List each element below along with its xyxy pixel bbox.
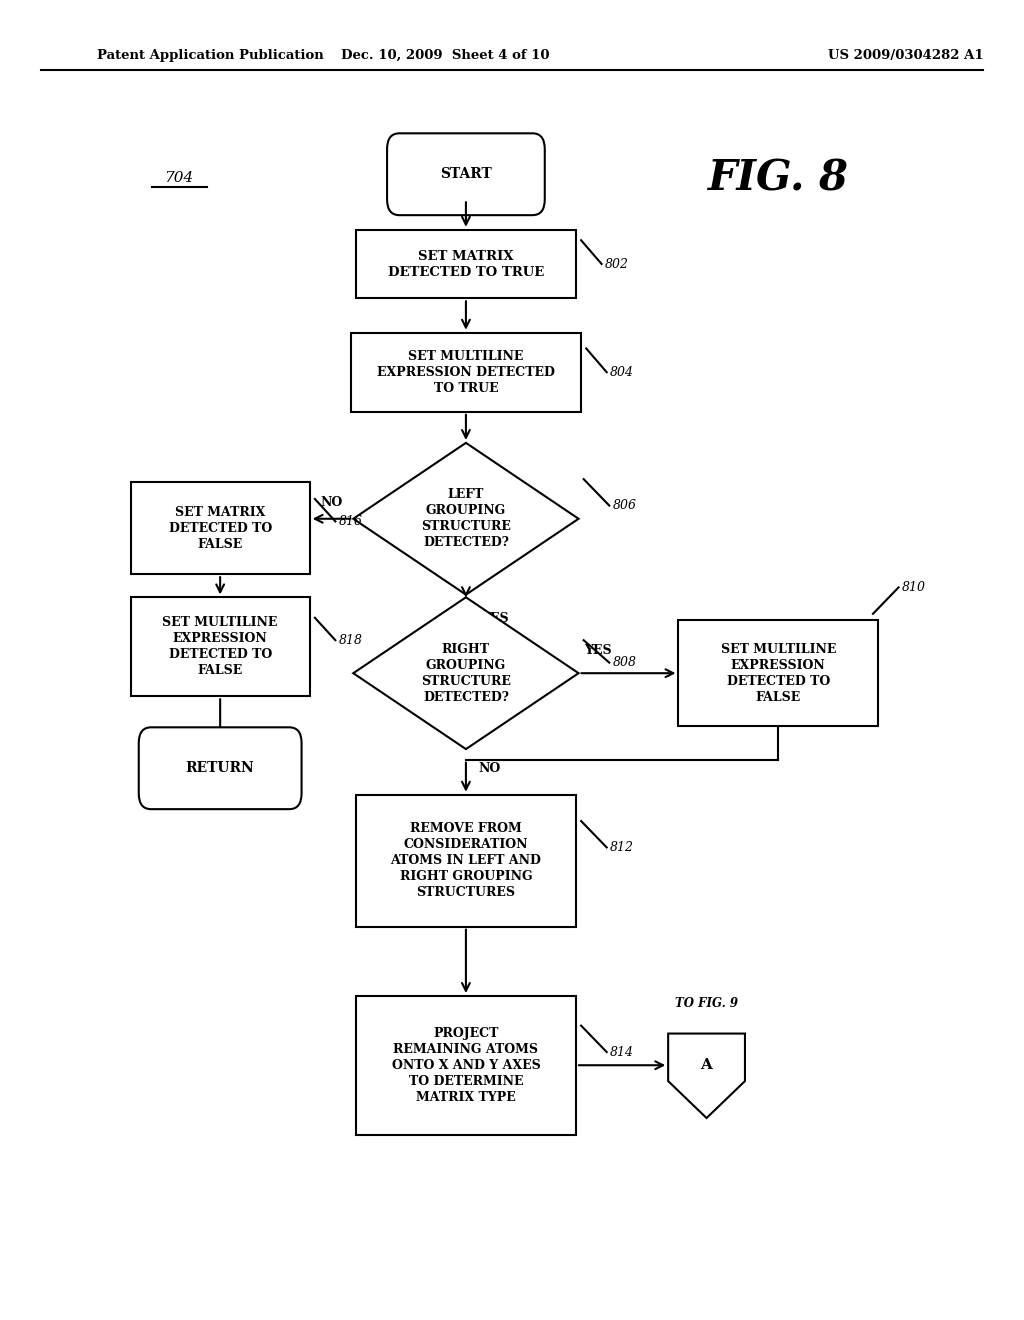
Text: US 2009/0304282 A1: US 2009/0304282 A1 xyxy=(828,49,984,62)
Polygon shape xyxy=(353,444,579,594)
Text: START: START xyxy=(440,168,492,181)
Bar xyxy=(131,482,309,574)
Bar xyxy=(350,333,582,412)
Text: SET MULTILINE
EXPRESSION
DETECTED TO
FALSE: SET MULTILINE EXPRESSION DETECTED TO FAL… xyxy=(721,643,836,704)
Text: LEFT
GROUPING
STRUCTURE
DETECTED?: LEFT GROUPING STRUCTURE DETECTED? xyxy=(421,488,511,549)
Text: RETURN: RETURN xyxy=(185,762,255,775)
Bar xyxy=(356,997,575,1134)
Text: 812: 812 xyxy=(610,841,634,854)
Text: 804: 804 xyxy=(610,366,634,379)
Text: SET MULTILINE
EXPRESSION
DETECTED TO
FALSE: SET MULTILINE EXPRESSION DETECTED TO FAL… xyxy=(163,616,278,677)
FancyBboxPatch shape xyxy=(387,133,545,215)
Text: YES: YES xyxy=(481,612,509,624)
Bar xyxy=(356,795,575,927)
Text: PROJECT
REMAINING ATOMS
ONTO X AND Y AXES
TO DETERMINE
MATRIX TYPE: PROJECT REMAINING ATOMS ONTO X AND Y AXE… xyxy=(391,1027,541,1104)
Bar xyxy=(131,597,309,697)
Text: Dec. 10, 2009  Sheet 4 of 10: Dec. 10, 2009 Sheet 4 of 10 xyxy=(341,49,550,62)
Text: FIG. 8: FIG. 8 xyxy=(708,157,849,199)
Text: SET MATRIX
DETECTED TO
FALSE: SET MATRIX DETECTED TO FALSE xyxy=(169,506,271,550)
Polygon shape xyxy=(353,597,579,750)
FancyBboxPatch shape xyxy=(138,727,301,809)
Text: NO: NO xyxy=(321,496,343,510)
Text: Patent Application Publication: Patent Application Publication xyxy=(97,49,324,62)
Bar xyxy=(678,620,878,726)
Text: 806: 806 xyxy=(612,499,636,512)
Text: 808: 808 xyxy=(612,656,636,669)
Text: 816: 816 xyxy=(338,515,362,528)
Text: SET MATRIX
DETECTED TO TRUE: SET MATRIX DETECTED TO TRUE xyxy=(388,249,544,279)
Text: 802: 802 xyxy=(604,257,629,271)
Text: RIGHT
GROUPING
STRUCTURE
DETECTED?: RIGHT GROUPING STRUCTURE DETECTED? xyxy=(421,643,511,704)
Text: NO: NO xyxy=(478,763,501,775)
Polygon shape xyxy=(668,1034,744,1118)
Text: 814: 814 xyxy=(610,1045,634,1059)
Text: TO FIG. 9: TO FIG. 9 xyxy=(675,997,738,1010)
Text: YES: YES xyxy=(584,644,611,657)
Text: 810: 810 xyxy=(902,581,926,594)
Text: 704: 704 xyxy=(165,172,194,185)
Text: SET MULTILINE
EXPRESSION DETECTED
TO TRUE: SET MULTILINE EXPRESSION DETECTED TO TRU… xyxy=(377,350,555,395)
Text: 818: 818 xyxy=(338,634,362,647)
Bar xyxy=(356,230,575,298)
Text: A: A xyxy=(700,1059,713,1072)
Text: REMOVE FROM
CONSIDERATION
ATOMS IN LEFT AND
RIGHT GROUPING
STRUCTURES: REMOVE FROM CONSIDERATION ATOMS IN LEFT … xyxy=(390,822,542,899)
